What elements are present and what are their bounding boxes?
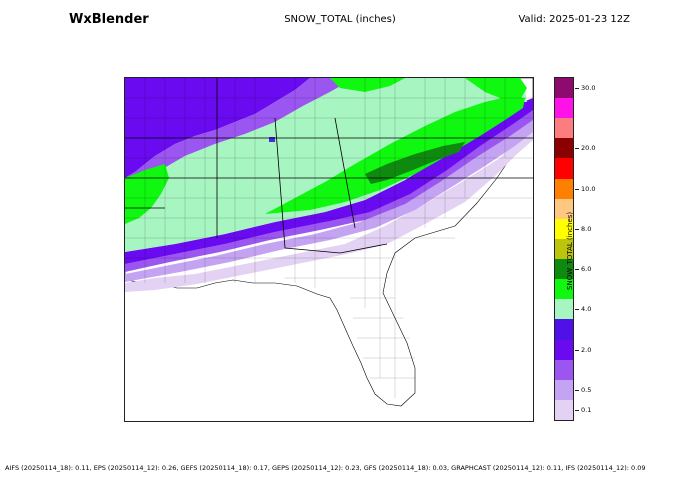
colorbar-tick [575,409,579,411]
colorbar-tick [575,389,579,391]
colorbar-tick [575,188,579,190]
colorbar-segment [555,399,573,420]
colorbar-tick [575,309,579,311]
colorbar-segment [555,218,573,239]
colorbar-tick [575,349,579,351]
colorbar-segment [555,379,573,400]
colorbar-segment [555,298,573,320]
colorbar-tick-label: 10.0 [581,184,596,193]
colorbar-segment [555,77,573,99]
band-5-west [125,164,169,224]
colorbar-tick-label: 0.5 [581,385,592,394]
colorbar-segment [555,339,573,360]
colorbar-tick-label: 20.0 [581,144,596,153]
colorbar-segment [555,178,573,199]
lake [269,137,275,142]
brand-logo-text: WxBlender [69,12,149,27]
county-grid [125,78,533,398]
colorbar-segment [555,117,573,139]
band-6 [365,142,465,184]
colorbar-tick [575,228,579,230]
band-5-ne [465,78,527,100]
colorbar-tick-label: 8.0 [581,224,592,233]
colorbar-segment [555,258,573,280]
model-scores-footer: AIFS (20250114_18): 0.11, EPS (20250114_… [5,464,646,472]
colorbar-tick [575,88,579,90]
colorbar: 0.1 0.5 2.0 4.0 6.0 8.0 10.0 20.0 30.0 [554,77,595,421]
colorbar-segment [555,318,573,340]
valid-time: Valid: 2025-01-23 12Z [518,14,630,25]
colorbar-tick [575,148,579,150]
colorbar-title: SNOW_TOTAL (inches) [566,211,574,290]
colorbar-tick-label: 0.1 [581,405,592,414]
colorbar-tick-label: 30.0 [581,84,596,93]
colorbar-segment [555,238,573,260]
colorbar-segment [555,97,573,119]
band-2 [125,98,533,264]
band-north-1 [125,78,355,194]
band-4 [125,78,527,252]
colorbar-tick [575,269,579,271]
colorbar-segment [555,137,573,159]
colorbar-segment [555,198,573,219]
colorbar-segment [555,157,573,179]
colorbar-segment [555,359,573,380]
colorbar-segment [555,278,573,300]
snowfall-map [124,77,534,422]
colorbar-tick-label: 6.0 [581,265,592,274]
band-5-north [330,78,405,92]
band-north-2 [125,78,310,178]
colorbar-tick-label: 4.0 [581,305,592,314]
map-title: SNOW_TOTAL (inches) [284,14,396,25]
colorbar-tick-label: 2.0 [581,345,592,354]
